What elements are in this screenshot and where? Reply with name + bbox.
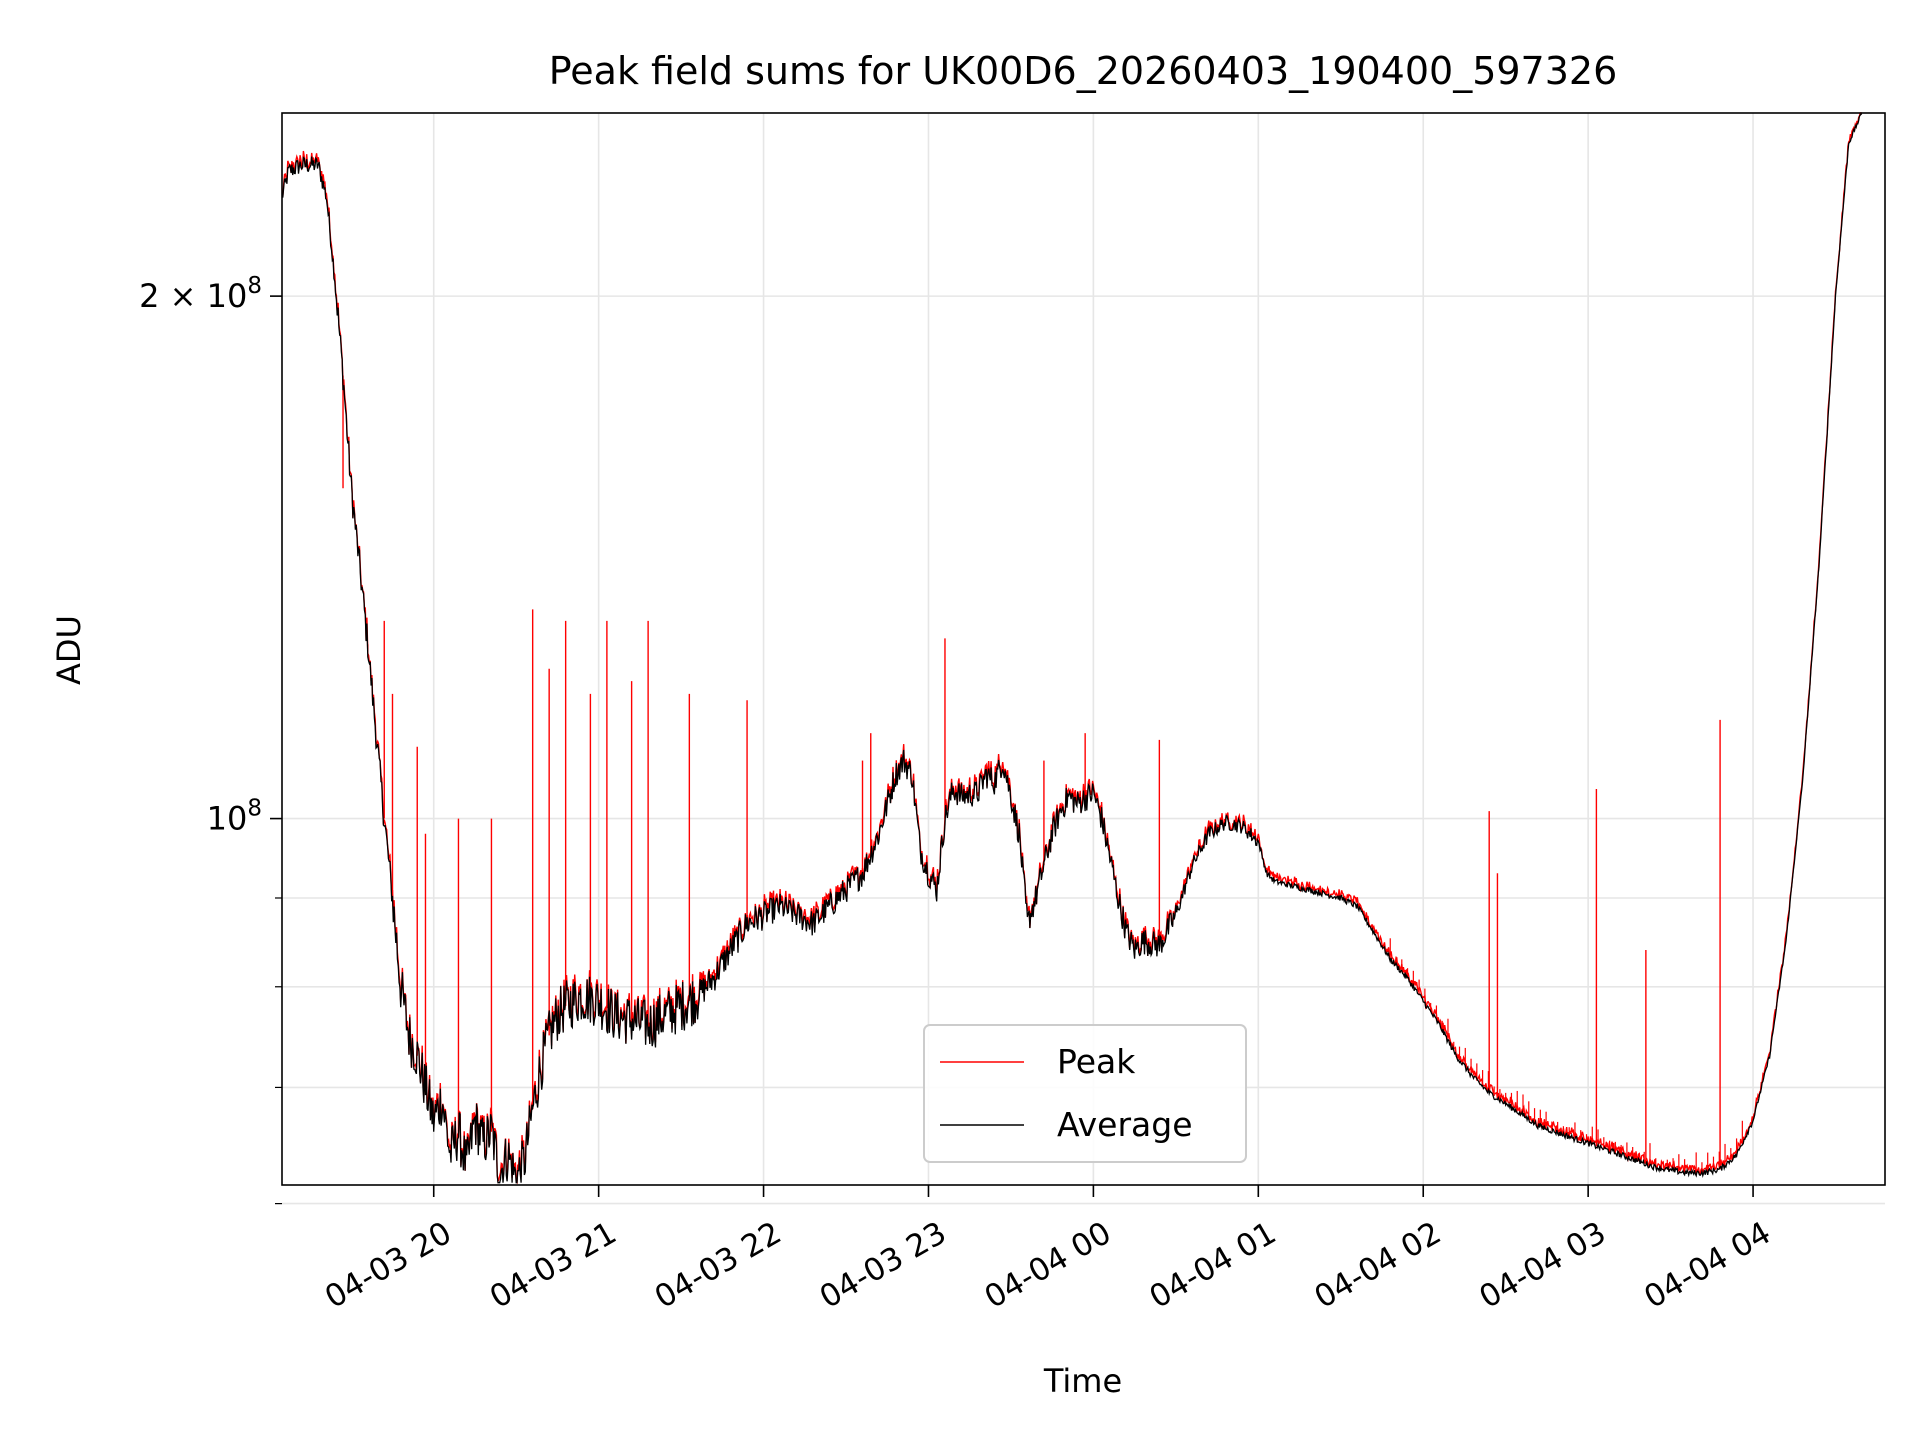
series-average <box>281 113 1863 1184</box>
y-tick-label: 108 <box>207 796 262 838</box>
y-axis: 108 2 × 108 <box>139 273 282 1205</box>
legend-label-peak: Peak <box>1057 1042 1136 1081</box>
legend-label-average: Average <box>1057 1105 1193 1144</box>
legend-box <box>923 1024 1247 1163</box>
plot-frame <box>281 112 1886 1186</box>
x-axis-label: Time <box>1043 1362 1122 1400</box>
y-tick-label: 2 × 108 <box>139 273 262 315</box>
chart-title: Peak field sums for UK00D6_20260403_1904… <box>549 49 1618 93</box>
average-line <box>281 113 1863 1184</box>
series-peak <box>281 112 1862 1185</box>
y-axis-label: ADU <box>50 615 88 685</box>
legend: Peak Average <box>923 1024 1247 1163</box>
